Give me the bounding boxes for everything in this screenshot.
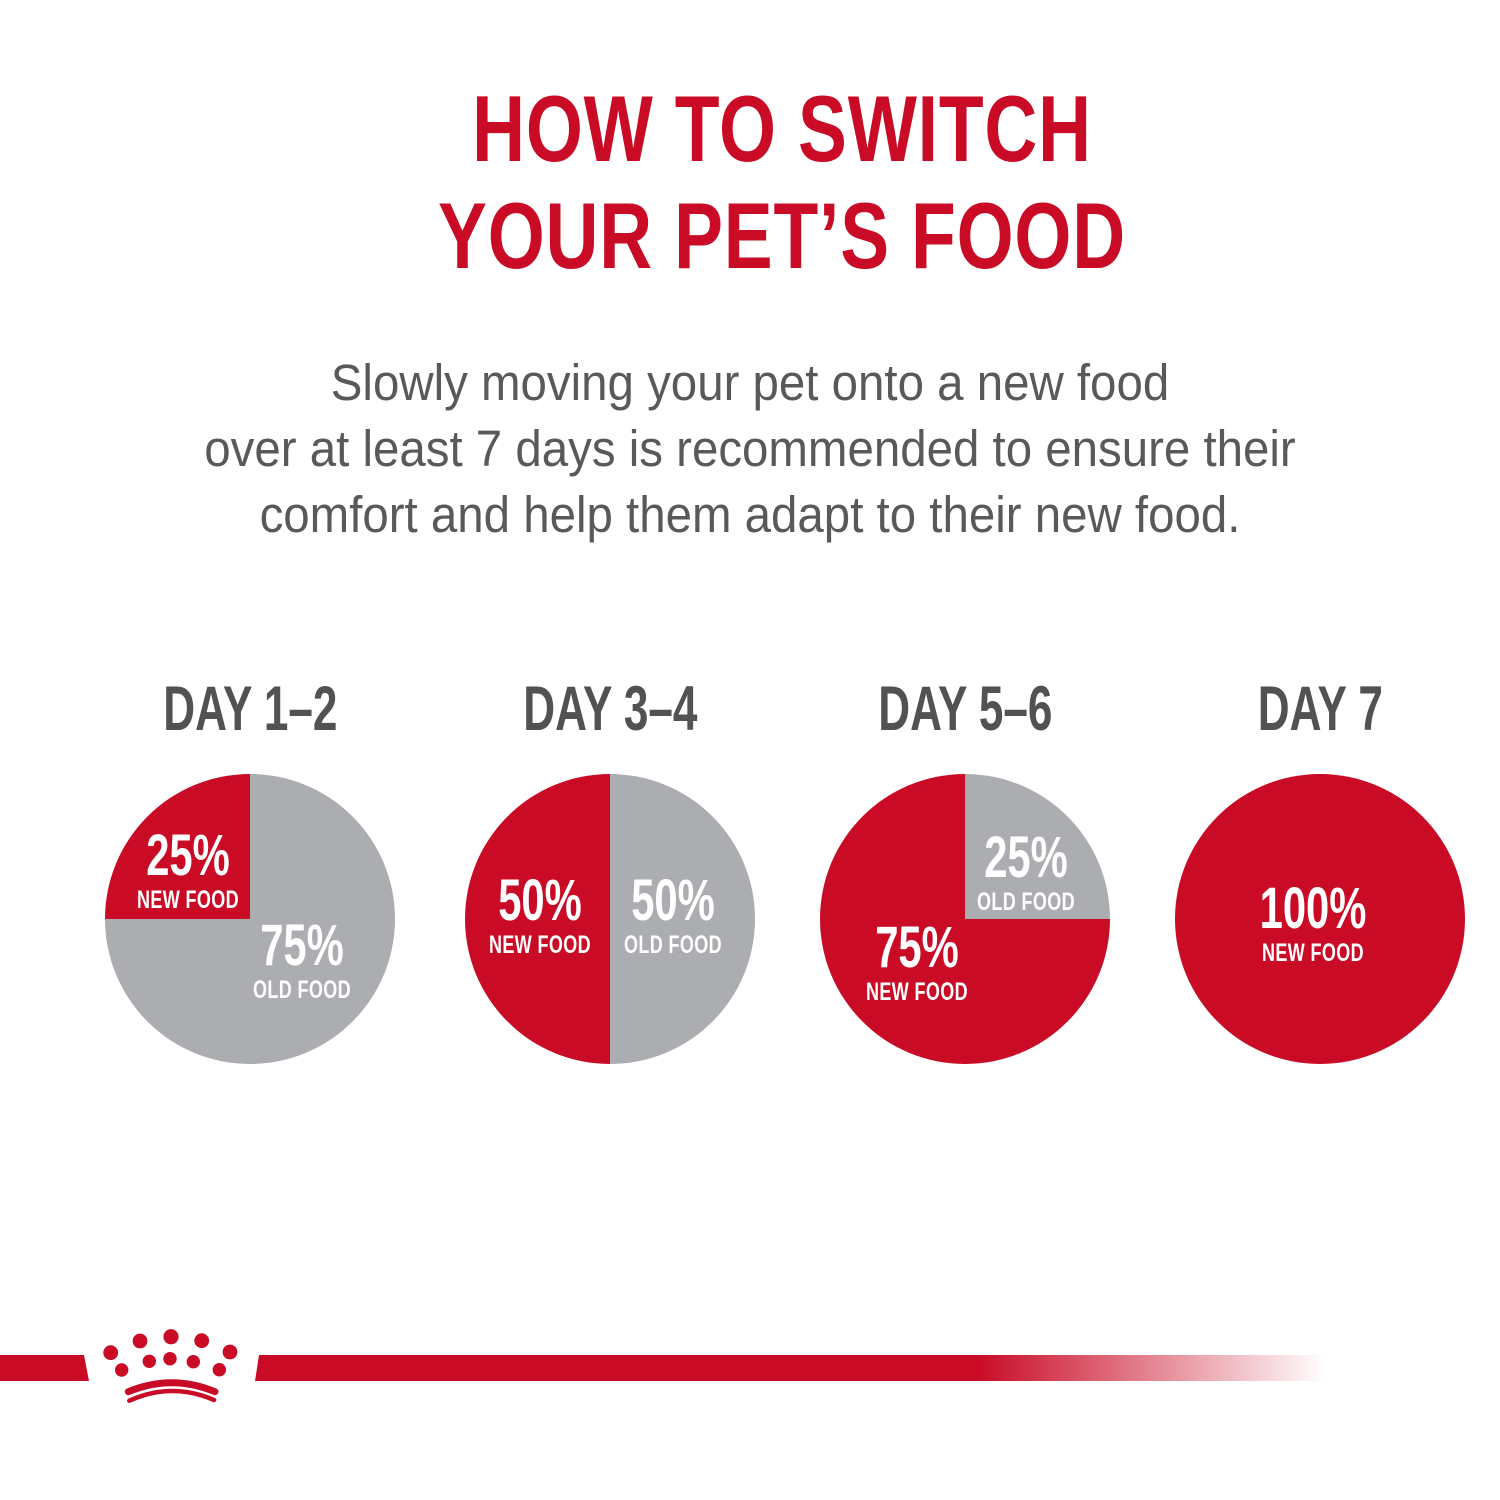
slice-label-new-food: 75% NEW FOOD: [838, 915, 996, 1006]
slice-name: NEW FOOD: [866, 978, 968, 1006]
slice-name: NEW FOOD: [1262, 939, 1364, 967]
day-7-chart-column: DAY 7 100% NEW FOOD: [1170, 676, 1470, 1064]
slice-label-old-food: 25% OLD FOOD: [947, 825, 1105, 916]
slice-name: OLD FOOD: [977, 888, 1075, 916]
intro-line-3: comfort and help them adapt to their new…: [259, 486, 1241, 543]
slice-percent: 75%: [875, 915, 959, 980]
slice-label-new-food: 100% NEW FOOD: [1234, 876, 1392, 967]
slice-name: NEW FOOD: [137, 886, 239, 914]
day-1-2-chart-column: DAY 1–2 25% NEW FOOD 75% OLD FOOD: [100, 676, 400, 1064]
slice-percent: 25%: [146, 823, 230, 888]
slice-percent: 25%: [984, 825, 1068, 890]
day-5-6-chart-column: DAY 5–6 25% OLD FOOD 75% NEW FOOD: [815, 676, 1115, 1064]
title-line-2: YOUR PET’S FOOD: [438, 183, 1126, 288]
royal-canin-crown-icon: [103, 1329, 238, 1403]
page-title: HOW TO SWITCH YOUR PET’S FOOD: [197, 75, 1367, 289]
day-3-4-label: DAY 3–4: [460, 676, 760, 742]
slice-percent: 50%: [631, 868, 715, 933]
pie-chart-day-7: 100% NEW FOOD: [1175, 774, 1465, 1064]
slice-label-old-food: 50% OLD FOOD: [594, 868, 752, 959]
intro-line-1: Slowly moving your pet onto a new food: [330, 354, 1170, 411]
red-ribbon-right: [255, 1355, 1500, 1381]
day-5-6-label-text: DAY 5–6: [877, 674, 1053, 744]
slice-percent: 100%: [1259, 876, 1367, 941]
slice-percent: 75%: [260, 913, 344, 978]
day-3-4-chart-column: DAY 3–4 50% NEW FOOD 50% OLD FOOD: [460, 676, 760, 1064]
day-5-6-label: DAY 5–6: [815, 676, 1115, 742]
slice-label-new-food: 50% NEW FOOD: [461, 868, 619, 959]
red-ribbon-left: [0, 1355, 89, 1381]
day-1-2-label-text: DAY 1–2: [162, 674, 338, 744]
day-3-4-label-text: DAY 3–4: [522, 674, 698, 744]
slice-name: OLD FOOD: [253, 976, 351, 1004]
day-1-2-label: DAY 1–2: [100, 676, 400, 742]
pie-chart-day-1-2: 25% NEW FOOD 75% OLD FOOD: [105, 774, 395, 1064]
day-7-label: DAY 7: [1170, 676, 1470, 742]
slice-percent: 50%: [498, 868, 582, 933]
pie-chart-day-3-4: 50% NEW FOOD 50% OLD FOOD: [465, 774, 755, 1064]
slice-name: NEW FOOD: [489, 931, 591, 959]
pie-chart-day-5-6: 25% OLD FOOD 75% NEW FOOD: [820, 774, 1110, 1064]
day-7-label-text: DAY 7: [1257, 674, 1383, 744]
slice-name: OLD FOOD: [624, 931, 722, 959]
intro-line-2: over at least 7 days is recommended to e…: [204, 420, 1296, 477]
slice-label-old-food: 75% OLD FOOD: [223, 913, 381, 1004]
title-line-1: HOW TO SWITCH: [472, 76, 1092, 181]
intro-text: Slowly moving your pet onto a new food o…: [53, 350, 1448, 548]
slice-label-new-food: 25% NEW FOOD: [109, 823, 267, 914]
